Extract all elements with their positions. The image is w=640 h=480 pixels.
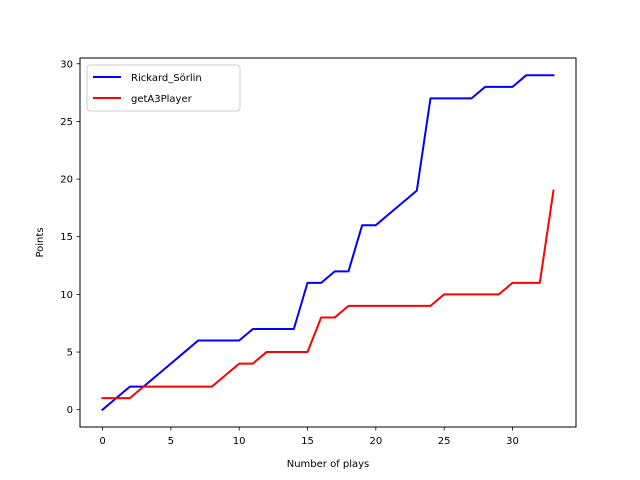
legend: Rickard_Sörlin getA3Player <box>86 64 241 112</box>
x-tick-label: 15 <box>301 436 314 447</box>
x-axis: 0 5 10 15 20 25 30 <box>99 427 519 447</box>
y-tick-label: 30 <box>60 59 73 70</box>
legend-box <box>86 64 241 112</box>
x-tick-label: 20 <box>369 436 382 447</box>
y-axis-label: Points <box>35 227 46 257</box>
legend-label: getA3Player <box>131 94 193 105</box>
y-axis: 0 5 10 15 20 25 30 <box>60 59 80 416</box>
series-layer <box>101 74 555 412</box>
legend-label: Rickard_Sörlin <box>131 73 202 84</box>
series-line-2 <box>101 189 555 400</box>
x-tick-label: 5 <box>168 436 174 447</box>
series-line-1 <box>101 74 555 412</box>
y-tick-label: 5 <box>67 348 73 359</box>
x-axis-label: Number of plays <box>287 459 370 470</box>
plot-area-frame <box>79 57 577 428</box>
x-tick-label: 30 <box>506 436 519 447</box>
x-tick-label: 0 <box>99 436 105 447</box>
x-tick-label: 10 <box>233 436 246 447</box>
y-tick-label: 0 <box>67 405 73 416</box>
y-tick-label: 15 <box>60 232 73 243</box>
y-tick-label: 25 <box>60 117 73 128</box>
x-tick-label: 25 <box>438 436 451 447</box>
y-tick-label: 20 <box>60 175 73 186</box>
y-tick-label: 10 <box>60 290 73 301</box>
